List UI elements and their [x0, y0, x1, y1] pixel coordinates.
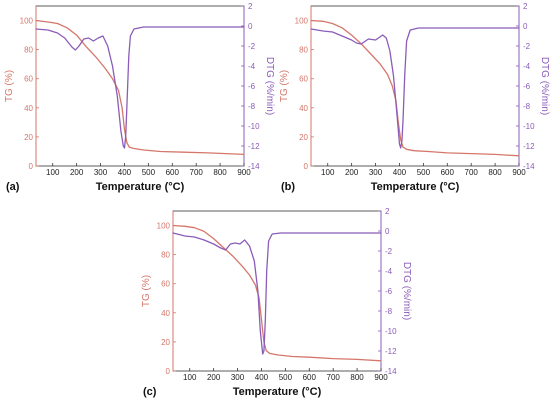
x-tick-label: 100 [46, 168, 60, 177]
tg-series-line [35, 19, 245, 156]
x-tick-label: 200 [70, 168, 84, 177]
left-tick-label: 20 [24, 133, 33, 142]
x-tick-label: 800 [350, 373, 364, 382]
left-tick-label: 80 [161, 251, 170, 260]
left-tick-label: 80 [299, 46, 308, 55]
x-tick-label: 700 [465, 168, 479, 177]
right-axis-label: DTG (%/min) [401, 262, 412, 320]
panel-label: (a) [6, 181, 20, 193]
right-tick-label: -14 [523, 162, 535, 171]
left-tick-label: 60 [161, 280, 170, 289]
left-tick-label: 0 [304, 162, 309, 171]
right-tick-label: -10 [248, 122, 260, 131]
left-tick-label: 60 [299, 75, 308, 84]
plot-frame [310, 5, 520, 167]
x-tick-label: 400 [393, 168, 407, 177]
right-tick-label: -6 [523, 82, 531, 91]
right-tick-label: -6 [248, 82, 256, 91]
x-tick-label: 300 [369, 168, 383, 177]
left-tick-label: 60 [24, 75, 33, 84]
x-tick-label: 500 [142, 168, 156, 177]
right-tick-label: 2 [248, 2, 253, 11]
right-tick-label: -12 [523, 142, 535, 151]
right-tick-label: -4 [385, 267, 393, 276]
left-tick-label: 80 [24, 46, 33, 55]
right-tick-label: -10 [385, 327, 397, 336]
chart-svg: 100 200 300 400 500 600 700 800 9000204060801002… [279, 2, 550, 193]
x-tick-label: 600 [166, 168, 180, 177]
dtg-series-line [35, 26, 245, 149]
left-tick-label: 100 [20, 17, 34, 26]
x-tick-label: 500 [417, 168, 431, 177]
right-tick-label: -8 [385, 307, 393, 316]
x-tick-label: 300 [94, 168, 108, 177]
left-tick-label: 100 [157, 222, 171, 231]
x-axis-label: Temperature (°C) [233, 386, 322, 398]
chart-panel-a: 100 200 300 400 500 600 700 800 900 0 20 40 60 80 100 2… [0, 0, 275, 200]
left-tick-label: 20 [161, 338, 170, 347]
right-tick-label: -8 [248, 102, 256, 111]
panel-label: (b) [281, 181, 295, 193]
x-tick-label: 100 [321, 168, 335, 177]
left-tick-label: 40 [299, 104, 308, 113]
right-tick-label: 2 [523, 2, 528, 11]
x-tick-label: 600 [441, 168, 455, 177]
tg-series-line [172, 224, 382, 362]
chart-svg: 100 200 300 400 500 600 700 800 9000204060801002… [141, 207, 412, 398]
chart-svg: 100 200 300 400 500 600 700 800 9000204060801002… [4, 2, 275, 193]
right-tick-label: 0 [523, 22, 528, 31]
x-axis-label: Temperature (°C) [371, 181, 460, 193]
x-tick-label: 600 [303, 373, 317, 382]
x-tick-label: 200 [207, 373, 221, 382]
right-tick-label: 0 [248, 22, 253, 31]
left-tick-label: 0 [166, 367, 171, 376]
dtg-series-line [172, 232, 382, 355]
plot-frame [172, 210, 382, 372]
dtg-series-line [310, 27, 520, 149]
right-tick-label: -10 [523, 122, 535, 131]
plot-frame [35, 5, 245, 167]
right-tick-label: -2 [248, 42, 256, 51]
x-tick-label: 900 [374, 373, 388, 382]
right-tick-label: 0 [385, 227, 390, 236]
left-axis-label: TG (%) [279, 70, 290, 102]
left-tick-label: 40 [24, 104, 33, 113]
left-axis-label: TG (%) [4, 70, 15, 102]
right-tick-label: -8 [523, 102, 531, 111]
tg-series-line [310, 19, 520, 157]
x-tick-label: 900 [512, 168, 526, 177]
chart-panel-b: 100 200 300 400 500 600 700 800 900 0 20 40 60 80 100 2… [275, 0, 550, 200]
x-tick-label: 500 [279, 373, 293, 382]
left-tick-label: 20 [299, 133, 308, 142]
x-tick-label: 100 [183, 373, 197, 382]
left-axis-label: TG (%) [141, 275, 152, 307]
right-tick-label: -2 [385, 247, 393, 256]
x-tick-label: 700 [190, 168, 204, 177]
x-axis-label: Temperature (°C) [96, 181, 185, 193]
x-tick-label: 900 [237, 168, 251, 177]
left-tick-label: 100 [295, 17, 309, 26]
panel-label: (c) [143, 386, 157, 398]
left-tick-label: 40 [161, 309, 170, 318]
right-axis-label: DTG (%/min) [539, 57, 550, 115]
x-tick-label: 400 [255, 373, 269, 382]
right-tick-label: -12 [248, 142, 260, 151]
x-tick-label: 800 [213, 168, 227, 177]
x-tick-label: 800 [488, 168, 502, 177]
right-tick-label: -4 [523, 62, 531, 71]
right-tick-label: -14 [248, 162, 260, 171]
right-axis-label: DTG (%/min) [264, 57, 275, 115]
right-tick-label: -14 [385, 367, 397, 376]
right-tick-label: -4 [248, 62, 256, 71]
chart-panel-c: 100 200 300 400 500 600 700 800 900 0 20 40 60 80 100 2… [137, 205, 412, 405]
x-tick-label: 400 [118, 168, 132, 177]
left-tick-label: 0 [29, 162, 34, 171]
right-tick-label: -12 [385, 347, 397, 356]
x-tick-label: 300 [231, 373, 245, 382]
right-tick-label: -6 [385, 287, 393, 296]
right-tick-label: 2 [385, 207, 390, 216]
x-tick-label: 200 [345, 168, 359, 177]
x-tick-label: 700 [327, 373, 341, 382]
right-tick-label: -2 [523, 42, 531, 51]
